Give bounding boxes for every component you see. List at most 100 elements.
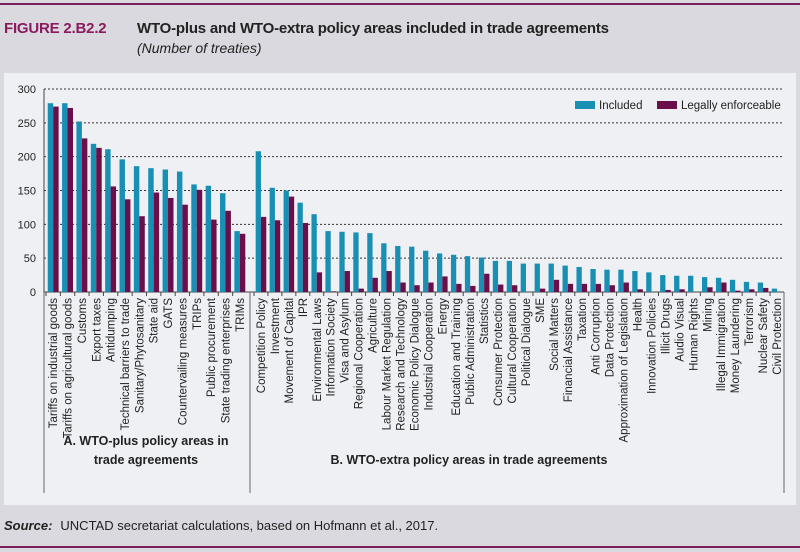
x-tick-label: Education and Training <box>451 298 463 416</box>
bar-legally-enforceable <box>153 192 160 292</box>
bar-included <box>409 246 415 292</box>
bar-legally-enforceable <box>679 289 685 292</box>
bar-included <box>367 233 373 292</box>
x-tick-label: Technical barriers to trade <box>120 298 132 430</box>
x-tick-label: Export taxes <box>91 298 103 362</box>
bar-legally-enforceable <box>567 283 574 292</box>
legend-swatch-included <box>575 101 595 109</box>
bar-included <box>492 260 499 292</box>
x-tick-label: Approximation of Legislation <box>619 298 631 442</box>
bar-included <box>771 288 778 292</box>
bar-legally-enforceable <box>428 282 434 292</box>
bar-included <box>534 263 540 292</box>
bar-included <box>62 103 68 293</box>
bar-legally-enforceable <box>763 287 769 292</box>
bar-legally-enforceable <box>581 283 588 292</box>
bar-legally-enforceable <box>553 279 560 292</box>
x-tick-label: State aid <box>149 298 161 343</box>
bar-legally-enforceable <box>721 282 727 292</box>
x-tick-label: Innovation Policies <box>647 298 659 394</box>
legend-label-included: Included <box>599 100 642 112</box>
bar-included <box>590 268 596 292</box>
bar-included <box>220 193 226 292</box>
y-tick-label: 300 <box>18 84 36 96</box>
bar-included <box>234 231 240 292</box>
x-tick-label: Tariffs on agricultural goods <box>63 298 75 439</box>
x-tick-label: Political Dialogue <box>521 298 533 386</box>
bar-included <box>133 166 140 292</box>
x-tick-label: Data Protection <box>605 298 617 377</box>
bar-included <box>90 143 97 292</box>
bar-legally-enforceable <box>442 276 448 292</box>
bar-included <box>604 269 610 292</box>
bar-included <box>520 263 526 292</box>
bottom-rule <box>0 546 800 548</box>
x-tick-label: Sanitary/Phytosanitary <box>134 298 146 413</box>
x-tick-label: Competition Policy <box>256 298 268 393</box>
x-tick-label: Mining <box>702 298 714 332</box>
x-tick-label: Public Administration <box>465 298 477 405</box>
x-tick-label: Environmental Laws <box>312 298 324 402</box>
x-tick-label: Human Rights <box>688 298 700 371</box>
bar-legally-enforceable <box>196 189 203 292</box>
x-tick-label: Agriculture <box>368 298 380 353</box>
x-tick-label: Consumer Protection <box>493 298 505 406</box>
group-label: A. WTO-plus policy areas in <box>63 434 228 448</box>
y-tick-label: 150 <box>18 186 36 198</box>
y-tick-label: 200 <box>18 152 36 164</box>
bar-included <box>381 243 387 292</box>
bar-included <box>701 277 708 292</box>
bar-included <box>47 103 54 293</box>
x-tick-label: Information Society <box>326 298 338 397</box>
bar-included <box>646 272 652 292</box>
bar-legally-enforceable <box>96 147 102 292</box>
bar-legally-enforceable <box>470 285 476 292</box>
x-tick-label: Energy <box>437 298 449 335</box>
bar-included <box>353 232 359 292</box>
y-tick-label: 250 <box>18 118 36 130</box>
x-tick-label: Investment <box>270 297 282 354</box>
x-tick-label: Nuclear Safety <box>758 298 770 374</box>
bar-included <box>119 159 125 292</box>
figure-label: FIGURE 2.B2.2 <box>4 20 107 37</box>
bar-legally-enforceable <box>623 282 629 292</box>
x-tick-label: TRIMs <box>235 298 247 332</box>
x-tick-label: Labour Market Regulation <box>382 298 394 430</box>
bar-legally-enforceable <box>81 138 88 292</box>
bar-legally-enforceable <box>302 222 309 292</box>
x-tick-label: Regional Cooperation <box>354 298 366 409</box>
group-label: B. WTO-extra policy areas in trade agree… <box>331 453 608 467</box>
bar-legally-enforceable <box>53 106 59 292</box>
x-tick-label: Statistics <box>479 298 491 344</box>
x-tick-label: Illicit Drugs <box>660 298 672 354</box>
bar-legally-enforceable <box>260 216 267 292</box>
y-tick-label: 0 <box>30 287 36 299</box>
bar-included <box>423 250 429 292</box>
x-tick-label: State trading enterprises <box>220 298 232 424</box>
bar-legally-enforceable <box>595 283 602 292</box>
bar-included <box>176 171 183 292</box>
bar-legally-enforceable <box>67 107 73 292</box>
x-tick-label: TRIPs <box>192 298 204 330</box>
bar-legally-enforceable <box>498 284 504 292</box>
bar-legally-enforceable <box>707 287 713 292</box>
bar-legally-enforceable <box>239 233 246 292</box>
bar-included <box>105 149 111 292</box>
bar-included <box>76 121 82 292</box>
bar-included <box>618 269 624 292</box>
x-tick-label: Taxation <box>577 298 589 341</box>
x-tick-label: Public procurement <box>206 297 218 397</box>
bar-legally-enforceable <box>168 197 174 292</box>
x-tick-label: Money Laundering <box>730 298 742 393</box>
bar-legally-enforceable <box>414 285 420 292</box>
source-text: UNCTAD secretariat calculations, based o… <box>60 518 439 533</box>
bar-included <box>729 279 736 292</box>
figure-subtitle: (Number of treaties) <box>137 40 262 56</box>
bar-included <box>660 275 666 292</box>
bar-included <box>395 245 401 292</box>
bar-included <box>506 260 513 292</box>
bar-included <box>325 231 331 292</box>
x-tick-label: Audio Visual <box>674 298 686 362</box>
x-tick-label: Social Matters <box>549 298 561 371</box>
bar-legally-enforceable <box>211 219 217 292</box>
